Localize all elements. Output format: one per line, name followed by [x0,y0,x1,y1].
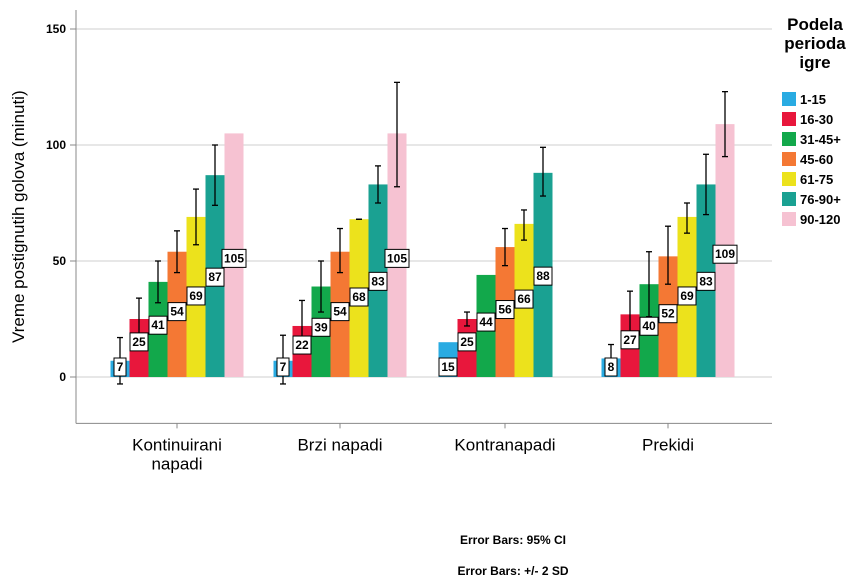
data-label-box [129,332,149,352]
data-label: 27 [623,333,637,347]
data-label-box [186,286,206,306]
y-axis-title: Vreme postignutih golova (minuti) [9,90,28,343]
data-label-box [476,312,496,332]
legend-label: 61-75 [800,172,833,187]
legend-label: 76-90+ [800,192,841,207]
x-tick-label: napadi [151,454,202,473]
data-label-box [276,357,290,377]
data-label: 105 [224,251,244,265]
data-label: 88 [536,269,550,283]
x-tick-label: Brzi napadi [297,435,382,454]
data-label: 56 [498,303,512,317]
data-label: 40 [642,319,656,333]
data-label: 41 [151,318,165,332]
legend-swatch [782,212,796,226]
axes: 0 50 100 150 Vreme postignutih golova (minut… [9,10,772,473]
y-tick-label: 50 [53,254,67,268]
data-label-box [712,244,738,264]
legend-swatch [782,132,796,146]
data-label: 54 [333,305,347,319]
data-label: 8 [608,360,615,374]
data-label-box [292,335,312,355]
y-tick-label: 100 [46,138,66,152]
data-label-box [167,302,187,322]
legend-title: Podela [787,15,843,34]
data-label-box [384,248,410,268]
data-label: 25 [132,335,146,349]
data-label: 66 [517,292,531,306]
annotation-ci: Error Bars: 95% CI [459,533,567,547]
data-label-box [604,357,618,377]
data-label-box [368,271,388,291]
data-labels: 7254154698710572239546883105152544566688… [113,244,738,377]
legend-swatch [782,112,796,126]
annotation-sd: Error Bars: +/- 2 SD [457,564,569,578]
legend-swatch [782,192,796,206]
legend-label: 31-45+ [800,132,841,147]
data-label: 7 [117,360,124,374]
legend-swatch [782,172,796,186]
data-label-box [221,248,247,268]
bars [110,124,735,378]
data-label: 83 [699,274,713,288]
data-label-box [205,267,225,287]
data-label: 54 [170,305,184,319]
x-tick-label: Prekidi [642,435,694,454]
data-label-box [330,302,350,322]
data-label-box [639,316,659,336]
data-label-box [533,266,553,286]
data-label-box [311,317,331,337]
data-label-box [148,315,168,335]
data-label: 69 [189,289,203,303]
data-label: 109 [715,247,735,261]
data-label: 25 [460,335,474,349]
data-label: 15 [441,360,455,374]
legend-title: perioda [784,34,846,53]
data-label: 39 [314,320,328,334]
data-label: 105 [387,251,407,265]
legend-title: igre [799,53,830,72]
data-label-box [677,286,697,306]
data-label-box [620,330,640,350]
x-tick-label: Kontinuirani [132,435,222,454]
data-label: 7 [280,360,287,374]
data-label-box [113,357,127,377]
legend-swatch [782,92,796,106]
legend-label: 1-15 [800,92,826,107]
data-label-box [658,304,678,324]
data-label-box [457,332,477,352]
data-label-box [696,271,716,291]
error-bars [117,81,728,385]
x-tick-label: Kontranapadi [454,435,555,454]
data-label: 87 [208,270,222,284]
data-label-box [514,289,534,309]
legend-label: 90-120 [800,212,840,227]
legend-label: 16-30 [800,112,833,127]
data-label-box [349,287,369,307]
data-label: 83 [371,274,385,288]
data-label: 69 [680,289,694,303]
data-label: 44 [479,315,493,329]
y-tick-label: 150 [46,22,66,36]
data-label-box [438,357,458,377]
legend-swatch [782,152,796,166]
y-tick-label: 0 [59,370,66,384]
data-label-box [495,300,515,320]
data-label: 22 [295,338,309,352]
data-label: 52 [661,307,675,321]
legend-label: 45-60 [800,152,833,167]
data-label: 68 [352,290,366,304]
